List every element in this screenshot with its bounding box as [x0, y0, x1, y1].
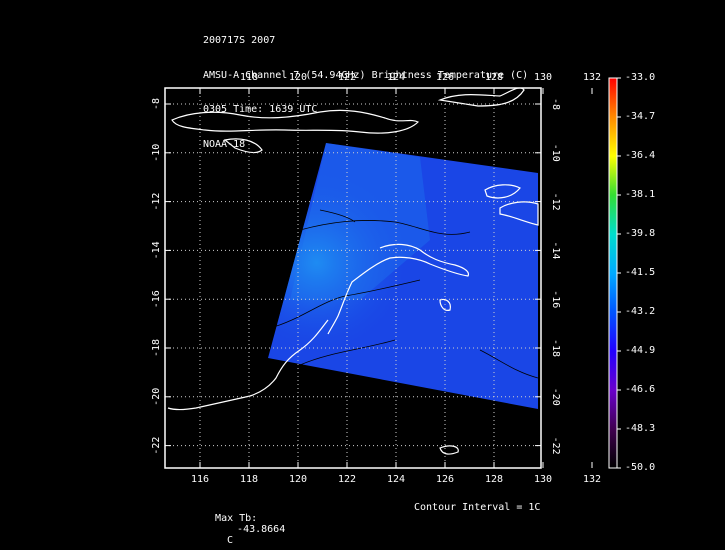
lon-label-top: 122 [338, 72, 356, 83]
contour-line [299, 220, 471, 235]
map-frame [164, 87, 542, 469]
contour-line [269, 279, 421, 329]
lon-label-bottom: 116 [191, 474, 209, 485]
lon-label-bottom: 128 [485, 474, 503, 485]
lat-label-right: -16 [550, 290, 561, 308]
lat-label-left: -22 [151, 437, 162, 455]
lat-label-right: -10 [550, 144, 561, 162]
colorbar-label: -41.5 [625, 267, 656, 278]
lat-lon-grid [165, 88, 541, 468]
lon-label-bottom: 118 [240, 474, 258, 485]
colorbar-scale [608, 77, 618, 469]
lat-label-right: -8 [550, 98, 561, 110]
lon-label-bottom: 120 [289, 474, 307, 485]
colorbar-label: -34.7 [625, 111, 656, 122]
lon-label-bottom: 122 [338, 474, 356, 485]
title-line-time: 0305 Time: 1639 UTC [203, 104, 318, 115]
lat-label-right: -22 [550, 437, 561, 455]
lon-label-top: 124 [387, 72, 405, 83]
lat-label-right: -12 [550, 193, 561, 211]
lat-label-left: -12 [151, 193, 162, 211]
footer-max-tb: Max Tb: -43.8664 C [203, 502, 285, 546]
title-line-storm: 200717S 2007 [203, 35, 276, 46]
lon-label-bottom: 132 [583, 474, 601, 485]
lon-label-top: 128 [485, 72, 503, 83]
lat-label-left: -8 [151, 98, 162, 110]
colorbar-label: -39.8 [625, 228, 656, 239]
colorbar-label: -46.6 [625, 384, 656, 395]
lon-label-bottom: 124 [387, 474, 405, 485]
contour-line [299, 339, 396, 366]
lon-label-top: 120 [289, 72, 307, 83]
colorbar-label: -33.0 [625, 72, 656, 83]
lat-label-right: -20 [550, 388, 561, 406]
plot-title: 200717S 2007 AMSU-A Channel 7 (54.94GHz)… [203, 12, 528, 162]
lon-label-top: 126 [436, 72, 454, 83]
lon-label-bottom: 130 [534, 474, 552, 485]
colorbar [608, 77, 621, 469]
coastlines [167, 88, 539, 455]
lon-label-top: 130 [534, 72, 552, 83]
contour-interval: Contour Interval = 1C [414, 502, 541, 513]
title-line-channel: AMSU-A Channel 7 (54.94GHz) Brightness T… [203, 69, 529, 81]
lat-label-left: -20 [151, 388, 162, 406]
lat-label-right: -18 [550, 339, 561, 357]
colorbar-label: -50.0 [625, 462, 656, 473]
colorbar-label: -43.2 [625, 306, 656, 317]
lat-label-left: -14 [151, 241, 162, 259]
lat-label-left: -10 [151, 144, 162, 162]
axis-tick-labels: 116 118 120 122 124 126 128 130 132 118 120 122 124 1… [151, 72, 601, 485]
max-tb-value: -43.8664 [237, 524, 286, 535]
max-tb-label: Max Tb: [215, 513, 258, 524]
colorbar-label: -36.4 [625, 150, 656, 161]
lat-label-left: -18 [151, 339, 162, 357]
lat-label-left: -16 [151, 290, 162, 308]
max-tb-unit: C [227, 535, 234, 546]
colorbar-label: -48.3 [625, 423, 656, 434]
colorbar-label: -44.9 [625, 345, 656, 356]
lon-label-top: 132 [583, 72, 601, 83]
colorbar-label: -38.1 [625, 189, 656, 200]
lon-label-bottom: 126 [436, 474, 454, 485]
axis-ticks [165, 88, 593, 468]
lon-label-top: 118 [240, 72, 258, 83]
lat-label-right: -14 [550, 241, 561, 259]
contour-line [319, 209, 356, 223]
title-line-satellite: NOAA-18 [203, 138, 246, 150]
contour-line [479, 349, 539, 379]
